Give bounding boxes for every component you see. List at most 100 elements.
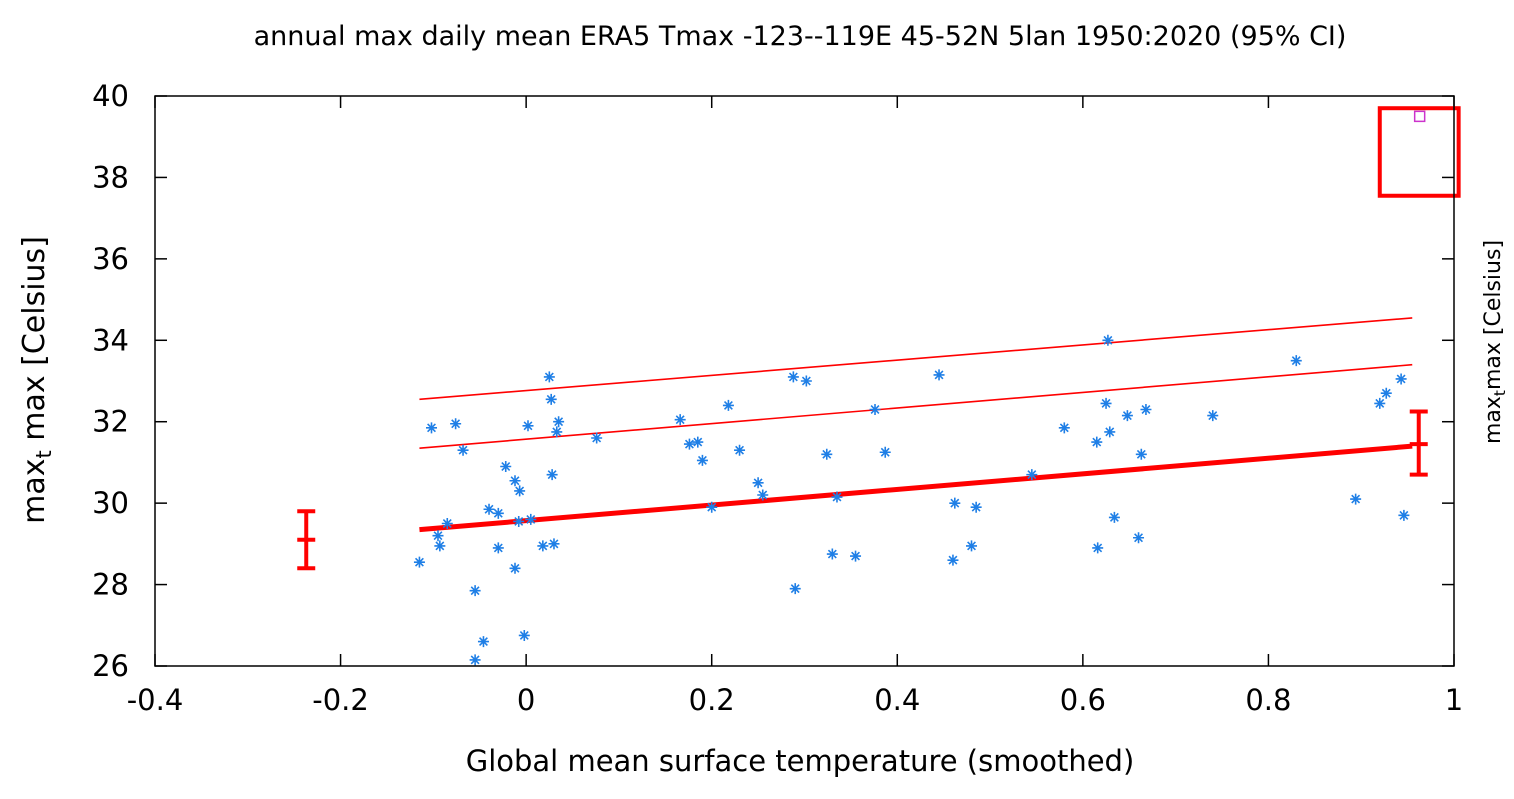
x-axis-label: Global mean surface temperature (smoothe… (466, 744, 1135, 778)
x-tick-label: 0.4 (874, 683, 920, 717)
data-point (850, 550, 862, 562)
observed-marker-group (1377, 106, 1461, 198)
data-point (1350, 493, 1362, 505)
data-point (546, 469, 558, 481)
data-point (492, 507, 504, 519)
y-axis-label-sub: t (32, 450, 56, 458)
data-point (752, 477, 764, 489)
data-point (469, 585, 481, 597)
data-point (457, 444, 469, 456)
data-point (1140, 404, 1152, 415)
data-point (674, 414, 686, 426)
data-point (933, 369, 945, 381)
error-bars (297, 409, 1428, 571)
data-point (1374, 397, 1386, 409)
highlight-box (1377, 106, 1461, 198)
data-point (722, 399, 734, 411)
x-tick-label: 1 (1445, 683, 1463, 717)
data-point (1398, 509, 1410, 521)
data-point (1395, 373, 1407, 385)
y-axis-label-post: max [Celsius] (17, 236, 52, 450)
y-tick-label: 38 (92, 160, 129, 194)
data-point (492, 542, 504, 554)
chart-title: annual max daily mean ERA5 Tmax -123--11… (254, 21, 1347, 52)
data-point (734, 444, 746, 456)
data-point (706, 501, 718, 513)
x-tick-label: 0.8 (1245, 683, 1291, 717)
fit-line-upper1 (419, 363, 1413, 449)
data-point (522, 420, 534, 432)
data-point (537, 540, 549, 552)
data-point (1207, 410, 1219, 422)
data-point (1133, 532, 1145, 544)
x-tick-label: 0.6 (1060, 683, 1106, 717)
data-point (831, 491, 843, 503)
data-point (500, 461, 512, 472)
data-point (1135, 448, 1147, 460)
data-point (1102, 334, 1114, 346)
data-point (800, 375, 812, 387)
data-point (1100, 397, 1112, 409)
data-point (826, 548, 838, 560)
data-point (1026, 469, 1038, 481)
tick-labels: -0.4 -0.2 0 0.2 0.4 0.6 0.8 1 26 28 30 32 34 36 38 40 (92, 79, 1463, 717)
data-point (514, 485, 526, 497)
y2-axis-label-sub: t (1491, 390, 1509, 396)
x-tick-label: -0.4 (127, 683, 184, 717)
y2-axis-label: maxtmax [Celsius] (1481, 240, 1509, 444)
data-point (966, 540, 978, 552)
data-point (821, 448, 833, 460)
data-point (1092, 542, 1104, 554)
data-point (545, 393, 557, 405)
data-point (441, 518, 453, 529)
data-point (483, 503, 495, 515)
data-point (1104, 426, 1116, 438)
y2-axis-label-post: max [Celsius] (1481, 240, 1506, 390)
data-point (509, 562, 521, 574)
y-tick-label: 40 (92, 79, 129, 113)
data-point (525, 513, 537, 525)
y-tick-label: 28 (92, 568, 129, 602)
y-axis-label: maxt max [Celsius] (17, 236, 56, 524)
x-tick-label: 0.2 (689, 683, 735, 717)
y2-axis-label-pre: max (1481, 396, 1506, 444)
regression-lines (419, 317, 1413, 533)
data-point (553, 416, 565, 428)
data-point (1380, 387, 1392, 399)
data-point (1091, 436, 1103, 448)
fit-line-upper2 (419, 317, 1413, 401)
x-tick-label: -0.2 (312, 683, 369, 717)
data-point (477, 636, 489, 648)
data-point (879, 446, 891, 458)
data-point (696, 454, 708, 466)
data-point (432, 530, 444, 542)
data-point (787, 371, 799, 383)
data-point (947, 554, 959, 566)
data-point (450, 418, 462, 430)
x-tick-label: 0 (517, 683, 535, 717)
data-points (413, 334, 1410, 666)
plot-frame (154, 95, 1455, 667)
data-point (1058, 422, 1070, 434)
y-tick-label: 30 (92, 486, 129, 520)
data-point (683, 438, 695, 450)
data-point (1108, 511, 1120, 523)
data-point (692, 436, 704, 448)
data-point (1121, 410, 1133, 422)
data-point (970, 501, 982, 513)
data-point (543, 371, 555, 383)
y-tick-label: 26 (92, 649, 129, 683)
data-point (426, 422, 438, 434)
data-point (551, 426, 563, 438)
data-point (869, 404, 881, 415)
y-tick-label: 34 (92, 323, 129, 357)
fit-line-mean (419, 443, 1413, 533)
y-axis-label-pre: max (17, 459, 52, 524)
y-tick-label: 36 (92, 242, 129, 276)
data-point (1290, 355, 1302, 367)
data-point (757, 489, 769, 501)
data-point (591, 432, 603, 444)
data-point (789, 583, 801, 595)
data-point (513, 515, 525, 527)
